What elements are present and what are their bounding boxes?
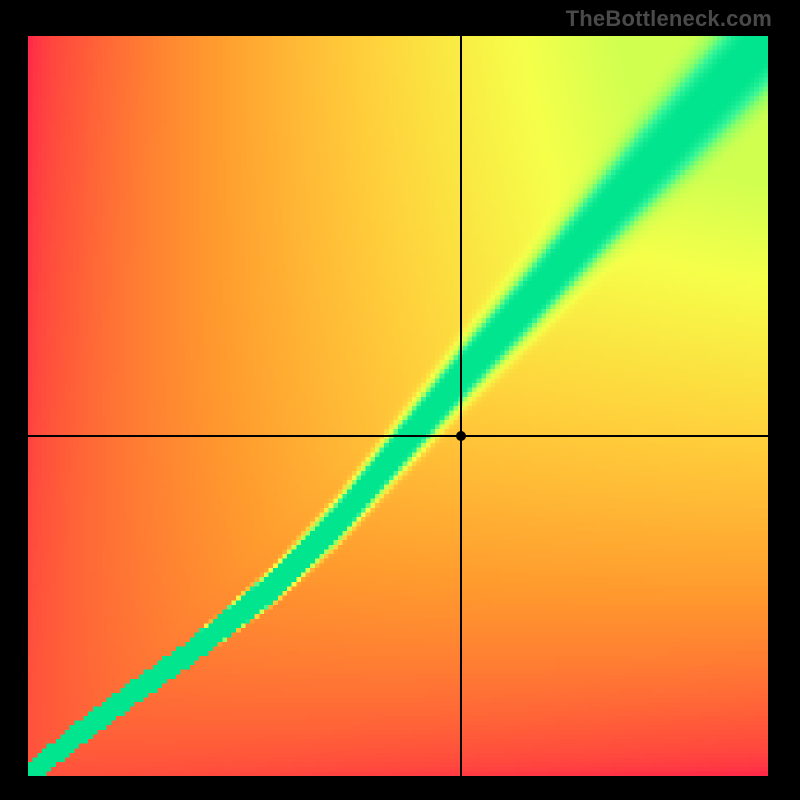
heatmap-canvas xyxy=(28,36,768,776)
marker-dot xyxy=(456,431,466,441)
watermark-text: TheBottleneck.com xyxy=(566,6,772,32)
crosshair-vertical xyxy=(460,36,462,776)
chart-container: TheBottleneck.com xyxy=(0,0,800,800)
crosshair-horizontal xyxy=(28,435,768,437)
heatmap-plot xyxy=(28,36,768,776)
